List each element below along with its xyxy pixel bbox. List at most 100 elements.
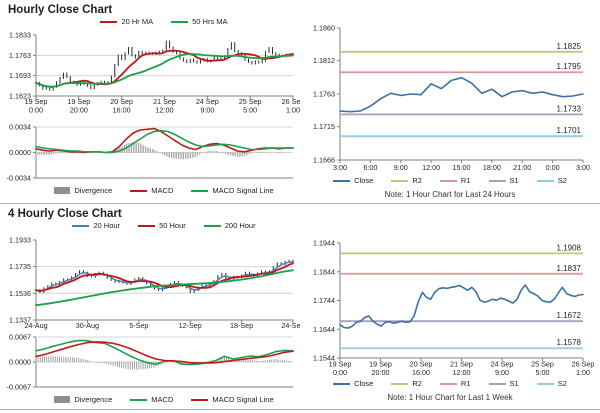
legend-label: Close <box>354 379 374 388</box>
20-hr-ma-line <box>35 49 294 88</box>
20-hour-legend-marker <box>72 224 90 227</box>
legend-item-s1: S1 <box>488 176 519 185</box>
x-axis-label: 24-Aug <box>24 321 47 330</box>
x-axis-label: 5-Sep <box>129 321 148 330</box>
50-hrs-ma-line <box>35 52 294 88</box>
macd-signal-line-legend-marker <box>191 398 209 401</box>
pivot-24h-note: Note: 1 Hour Chart for Last 24 Hours <box>384 190 516 199</box>
legend-item-macd: MACD <box>130 186 173 195</box>
4hourly-close-chart-title: 4 Hourly Close Chart <box>8 208 122 220</box>
y-axis-label: 1.1763 <box>313 90 335 99</box>
y-axis-label: 1.1536 <box>9 289 31 298</box>
x-axis-label: 20:00 <box>372 368 390 377</box>
x-axis-label: 5:00 <box>243 106 257 115</box>
x-axis-label: 20 Sep <box>410 360 433 369</box>
y-axis-label: -0.0067 <box>7 383 31 392</box>
200-hour-line <box>35 269 294 307</box>
legend-item-s2: S2 <box>536 379 567 388</box>
legend-item-50-hrs-ma: 50 Hrs MA <box>171 17 228 26</box>
legend-label: 200 Hour <box>224 221 256 230</box>
s1-legend-marker <box>488 179 506 182</box>
pivot-label-r2: 1.1908 <box>557 243 582 252</box>
macd-signal-line-legend-marker <box>191 189 209 192</box>
x-axis-label: 1:00 <box>286 106 300 115</box>
legend-label: Divergence <box>74 395 113 404</box>
legend-item-divergence: Divergence <box>54 395 112 404</box>
4hourly-macd-legend: Divergence MACD MACD Signal Line <box>34 395 294 404</box>
x-axis-label: 1:00 <box>576 368 590 377</box>
macd-signal-line <box>35 130 294 154</box>
pivot-label-s2: 1.1578 <box>557 338 582 347</box>
50-hour-line <box>35 262 294 292</box>
x-axis-label: 9:00 <box>495 368 509 377</box>
y-axis-label: 1.1860 <box>313 24 335 33</box>
y-axis-label: 1.1933 <box>9 236 31 245</box>
x-axis-label: 0:00 <box>29 106 43 115</box>
pivot-label-r2: 1.1825 <box>557 42 582 51</box>
pivot-label-s1: 1.1672 <box>557 311 582 320</box>
legend-label: Divergence <box>74 186 113 195</box>
legend-item-s1: S1 <box>488 379 519 388</box>
x-axis-label: 15:00 <box>453 163 471 172</box>
pivot-label-s2: 1.1701 <box>557 126 582 135</box>
x-axis-label: 19 Sep <box>67 97 90 106</box>
close-legend-marker <box>333 382 351 385</box>
hourly-macd-legend: Divergence MACD MACD Signal Line <box>34 186 294 195</box>
y-axis-label: 1.1944 <box>313 239 335 248</box>
y-axis-label: 1.1693 <box>9 71 31 80</box>
x-axis-label: 19 Sep <box>25 97 48 106</box>
y-axis-label: 1.1735 <box>9 262 31 271</box>
x-axis-label: 12:00 <box>453 368 471 377</box>
x-axis-label: 9:00 <box>200 106 214 115</box>
pivot-label-r1: 1.1837 <box>557 264 582 273</box>
s2-legend-marker <box>536 179 554 182</box>
legend-label: MACD Signal Line <box>212 395 274 404</box>
x-axis-label: 3:00 <box>333 163 347 172</box>
legend-label: 50 Hrs MA <box>192 17 228 26</box>
x-axis-label: 12:00 <box>422 163 440 172</box>
legend-item-50-hour: 50 Hour <box>138 221 186 230</box>
x-axis-label: 18:00 <box>483 163 501 172</box>
x-axis-label: 0:00 <box>333 368 347 377</box>
macd-legend-marker <box>130 189 148 192</box>
20-hr-ma-legend-marker <box>100 20 118 23</box>
legend-label: MACD <box>151 186 174 195</box>
close-line <box>339 284 584 329</box>
x-axis-label: 16:00 <box>113 106 131 115</box>
r2-legend-marker <box>391 382 409 385</box>
legend-label: MACD <box>151 395 174 404</box>
x-axis-label: 12:00 <box>156 106 174 115</box>
x-axis-label: 25 Sep <box>531 360 554 369</box>
legend-label: R1 <box>460 379 471 388</box>
y-axis-label: 0.0000 <box>9 148 31 157</box>
x-axis-label: 18-Sep <box>230 321 253 330</box>
legend-label: 50 Hour <box>159 221 186 230</box>
legend-label: R1 <box>460 176 471 185</box>
50-hour-legend-marker <box>138 224 156 227</box>
y-axis-label: 1.1715 <box>313 122 335 131</box>
x-axis-label: 21:00 <box>513 163 531 172</box>
pivot-1week-note: Note: 1 Hour Chart for Last 1 Week <box>387 393 513 402</box>
hourly-close-chart-legend: 20 Hr MA 50 Hrs MA <box>34 17 294 26</box>
y-axis-label: -0.0034 <box>7 174 31 183</box>
legend-label: S1 <box>509 379 519 388</box>
x-axis-label: 26 Sep <box>572 360 595 369</box>
legend-item-r2: R2 <box>391 379 422 388</box>
x-axis-label: 9:00 <box>394 163 408 172</box>
legend-item-20-hr-ma: 20 Hr MA <box>100 17 153 26</box>
4hourly-close-chart-legend: 20 Hour 50 Hour 200 Hour <box>34 221 294 230</box>
r1-legend-marker <box>439 382 457 385</box>
legend-item-20-hour: 20 Hour <box>72 221 120 230</box>
hourly-close-chart-title: Hourly Close Chart <box>8 4 113 16</box>
x-axis-label: 19 Sep <box>369 360 392 369</box>
r1-legend-marker <box>439 179 457 182</box>
close-legend-marker <box>333 179 351 182</box>
y-axis-label: 1.1337 <box>9 316 31 325</box>
y-axis-label: 1.1744 <box>313 296 335 305</box>
s2-legend-marker <box>536 382 554 385</box>
legend-label: S2 <box>557 379 567 388</box>
